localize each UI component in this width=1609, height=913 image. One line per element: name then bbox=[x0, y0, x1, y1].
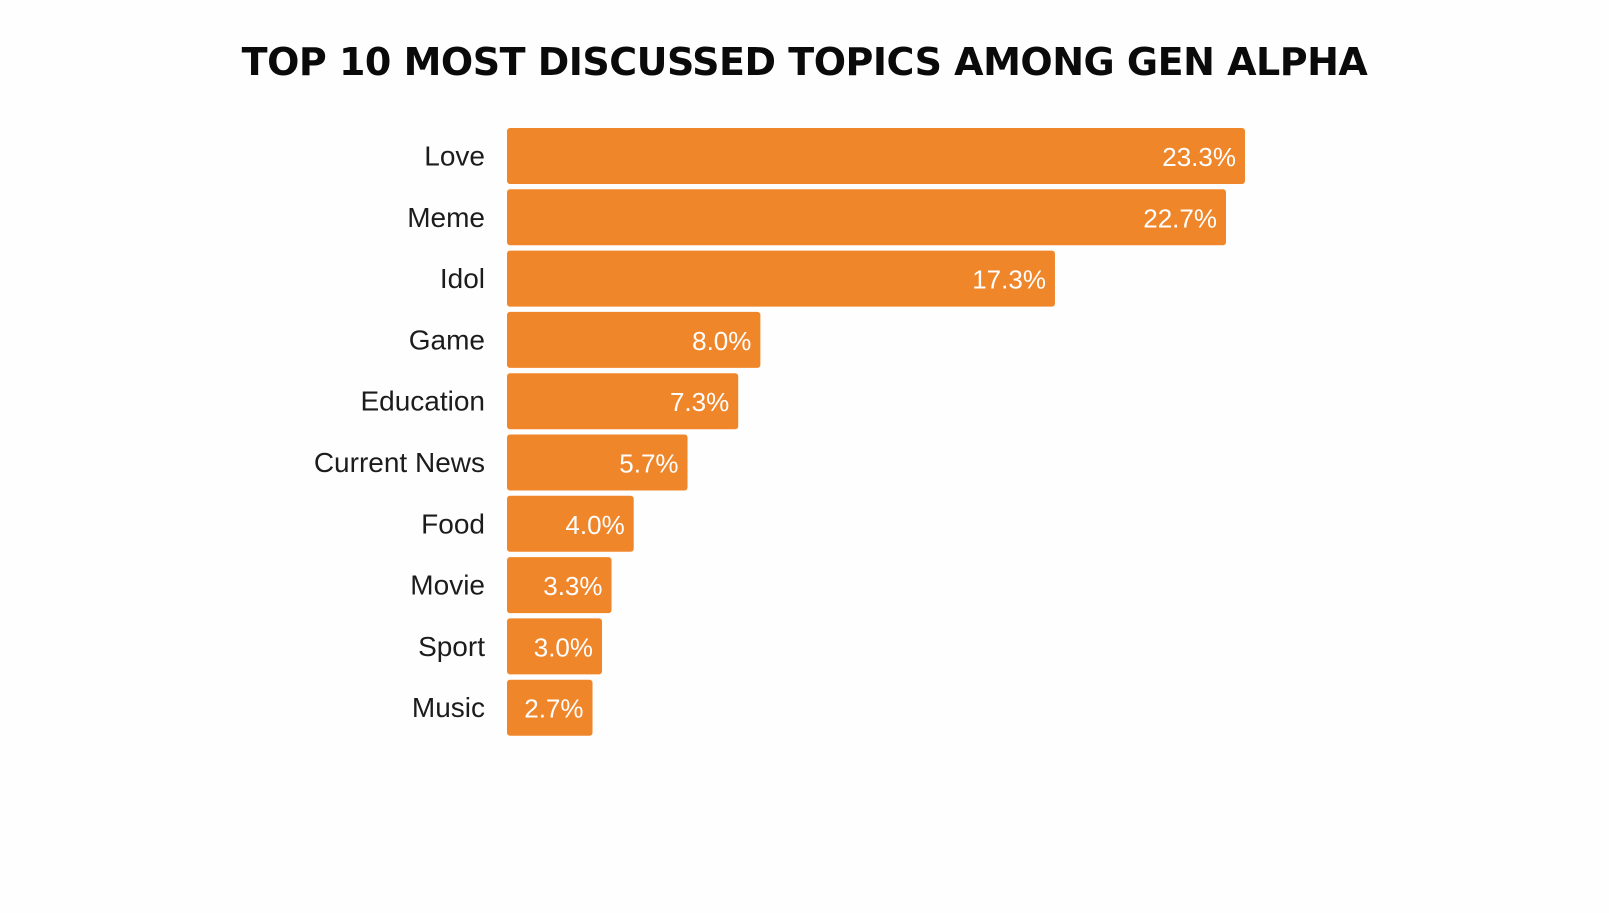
bar-value-label: 4.0% bbox=[565, 510, 624, 540]
chart-title: TOP 10 MOST DISCUSSED TOPICS AMONG GEN A… bbox=[241, 40, 1368, 84]
bar bbox=[507, 311, 761, 368]
bar bbox=[507, 434, 688, 491]
bar bbox=[507, 679, 593, 736]
category-label: Current News bbox=[314, 447, 485, 478]
category-label: Idol bbox=[440, 263, 485, 294]
bar-value-label: 3.0% bbox=[534, 632, 593, 662]
category-label: Sport bbox=[418, 631, 485, 662]
category-label: Game bbox=[409, 324, 485, 355]
bar-value-label: 8.0% bbox=[692, 326, 751, 356]
category-label: Education bbox=[360, 386, 485, 417]
bar-value-label: 17.3% bbox=[972, 265, 1046, 295]
bar-value-label: 22.7% bbox=[1143, 203, 1217, 233]
bar bbox=[507, 250, 1055, 307]
bar bbox=[507, 373, 739, 430]
bar-value-label: 3.3% bbox=[543, 571, 602, 601]
bar bbox=[507, 557, 612, 614]
bar bbox=[507, 189, 1226, 246]
bar bbox=[507, 128, 1245, 184]
bar-value-label: 23.3% bbox=[1162, 142, 1236, 172]
bar bbox=[507, 618, 603, 675]
bar-value-label: 7.3% bbox=[670, 387, 729, 417]
bar bbox=[507, 495, 634, 552]
category-label: Love bbox=[424, 141, 485, 172]
category-label: Meme bbox=[407, 202, 485, 233]
bars-group: Love 23.3% Meme 22.7% Idol 17.3% Game 8.0% Educa… bbox=[314, 128, 1245, 736]
bar-value-label: 2.7% bbox=[524, 694, 583, 724]
category-label: Music bbox=[412, 692, 485, 723]
bar-value-label: 5.7% bbox=[619, 449, 678, 479]
category-label: Food bbox=[421, 508, 485, 539]
category-label: Movie bbox=[410, 570, 485, 601]
